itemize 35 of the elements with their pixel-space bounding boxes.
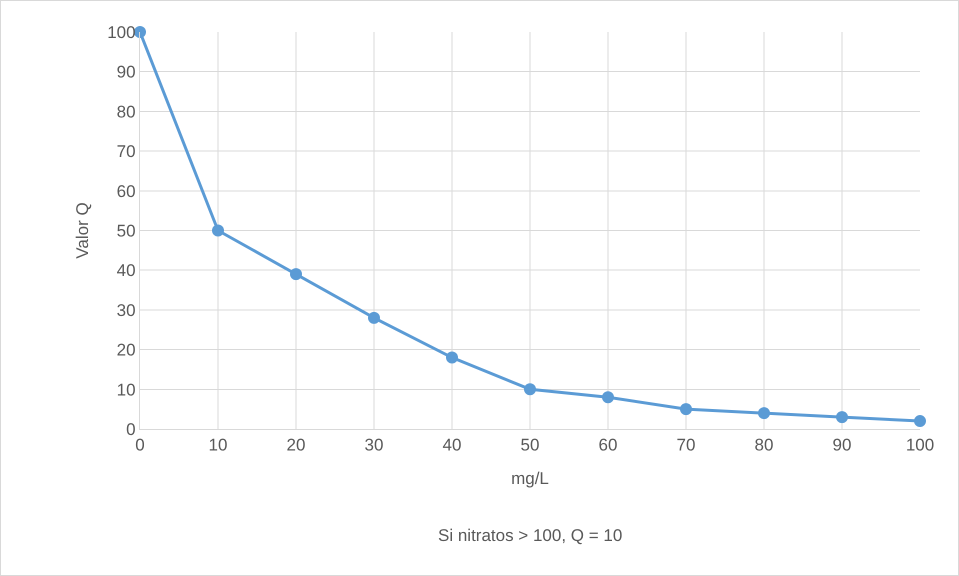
point: [680, 403, 692, 416]
y-tick-label: 10: [116, 380, 136, 400]
point: [212, 224, 224, 236]
point: [524, 383, 536, 396]
point: [290, 268, 302, 280]
x-tick-label: 80: [754, 435, 774, 454]
point: [368, 312, 380, 324]
x-tick-label: 90: [832, 435, 852, 454]
y-tick-label: 90: [116, 62, 136, 82]
y-axis-title: Valor Q: [72, 202, 92, 259]
point: [134, 26, 146, 38]
y-tick-label: 20: [116, 340, 136, 360]
x-tick-label: 60: [598, 435, 618, 454]
point: [758, 407, 770, 420]
x-tick-label: 70: [676, 435, 696, 454]
point: [446, 352, 458, 364]
point: [914, 415, 926, 428]
x-tick-label: 30: [364, 435, 384, 454]
x-axis-title: mg/L: [511, 468, 549, 488]
y-tick-label: 30: [116, 300, 136, 320]
y-tick-label: 40: [116, 261, 136, 280]
point: [602, 391, 614, 404]
x-tick-label: 40: [442, 435, 462, 454]
x-tick-label: 100: [906, 435, 934, 454]
y-tick-label: 0: [126, 420, 136, 439]
x-tick-label: 10: [208, 435, 228, 454]
y-tick-label: 60: [116, 182, 136, 201]
point: [836, 411, 848, 424]
y-tick-label: 50: [116, 221, 136, 240]
y-tick-label: 70: [116, 142, 136, 162]
x-tick-label: 20: [286, 435, 306, 454]
text: Si nitratos > 100, Q = 10: [438, 526, 622, 545]
y-tick-label: 100: [107, 22, 136, 42]
y-tick-label: 80: [116, 102, 136, 122]
x-tick-label: 50: [520, 435, 540, 454]
